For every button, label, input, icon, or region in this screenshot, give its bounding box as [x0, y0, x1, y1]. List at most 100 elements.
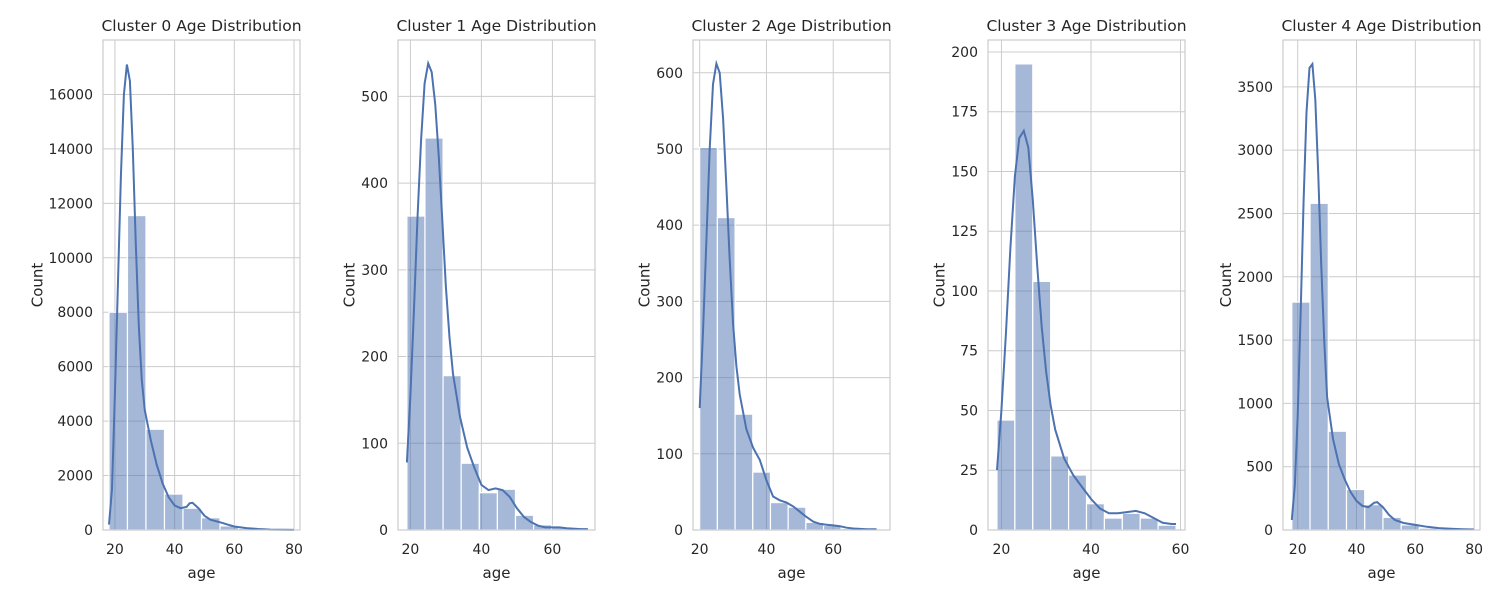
y-tick-label: 400	[361, 176, 388, 192]
kde-line	[1290, 61, 1475, 531]
x-tick-label: 40	[166, 542, 184, 558]
x-tick-label: 20	[1289, 542, 1307, 558]
x-axis-label: age	[188, 564, 216, 582]
y-axis-label: Count	[931, 263, 949, 308]
x-tick-label: 60	[543, 542, 561, 558]
y-tick-label: 0	[969, 523, 978, 539]
histogram-bar	[1121, 512, 1141, 531]
y-tick-label: 1000	[1237, 396, 1273, 412]
y-tick-label: 16000	[48, 87, 93, 103]
chart-title: Cluster 1 Age Distribution	[396, 17, 596, 35]
histogram-bar	[1382, 516, 1402, 531]
histogram-bar	[1085, 503, 1106, 531]
x-tick-label: 40	[758, 542, 776, 558]
chart-title: Cluster 0 Age Distribution	[101, 17, 301, 35]
y-tick-label: 300	[656, 294, 683, 310]
x-tick-label: 60	[824, 542, 842, 558]
y-tick-label: 6000	[57, 360, 93, 376]
y-tick-label: 100	[361, 436, 388, 452]
y-tick-label: 200	[951, 45, 978, 61]
y-tick-label: 100	[656, 447, 683, 463]
y-tick-label: 14000	[48, 142, 93, 158]
x-tick-label: 40	[1082, 542, 1100, 558]
histogram-bar	[752, 471, 772, 531]
x-tick-label: 40	[1348, 542, 1366, 558]
x-axis-label: age	[778, 564, 806, 582]
y-tick-label: 50	[960, 403, 978, 419]
x-tick-label: 80	[285, 542, 303, 558]
y-tick-label: 75	[960, 344, 978, 360]
histogram-bar	[442, 375, 462, 531]
histogram-bar	[1103, 517, 1123, 531]
y-tick-label: 2500	[1237, 206, 1273, 222]
x-tick-label: 40	[473, 542, 491, 558]
histogram-bar	[716, 216, 736, 531]
x-tick-label: 60	[1172, 542, 1190, 558]
x-axis-label: age	[1368, 564, 1396, 582]
y-tick-label: 0	[84, 523, 93, 539]
chart-panel-3: 20 40 60 0 25 50 75 100 125 150 175 200 Cluster 3 Ag…	[931, 17, 1190, 582]
axes-frame	[692, 39, 891, 531]
y-tick-label: 400	[656, 218, 683, 234]
y-tick-label: 1500	[1237, 333, 1273, 349]
x-tick-label: 20	[106, 542, 124, 558]
histogram-bar	[1157, 524, 1177, 531]
x-tick-label: 80	[1465, 542, 1483, 558]
y-axis-label: Count	[636, 263, 654, 308]
y-tick-label: 2000	[1237, 270, 1273, 286]
histogram-bar	[1345, 488, 1366, 531]
chart-title: Cluster 3 Age Distribution	[986, 17, 1186, 35]
x-axis-label: age	[1073, 564, 1101, 582]
axes-frame	[1282, 39, 1481, 531]
y-tick-label: 0	[379, 523, 388, 539]
histogram-bar	[1364, 504, 1384, 531]
chart-title: Cluster 4 Age Distribution	[1281, 17, 1481, 35]
histogram-bar	[478, 492, 498, 531]
y-tick-label: 25	[960, 463, 978, 479]
y-axis-label: Count	[29, 263, 47, 308]
y-tick-label: 300	[361, 263, 388, 279]
y-tick-label: 125	[951, 224, 978, 240]
y-tick-label: 500	[361, 89, 388, 105]
histogram-bar	[1067, 474, 1088, 531]
axes-frame	[397, 39, 596, 531]
axes-frame	[987, 39, 1186, 531]
histogram-bar	[769, 501, 789, 531]
y-tick-label: 175	[951, 105, 978, 121]
y-tick-label: 0	[1264, 523, 1273, 539]
y-axis-label: Count	[1217, 263, 1235, 308]
chart-panel-0: 20 40 60 80 0 2000 4000 6000 8000 10000 12000 14000…	[29, 17, 303, 582]
histogram-bar	[182, 507, 203, 531]
x-tick-label: 20	[993, 542, 1011, 558]
y-tick-label: 12000	[48, 196, 93, 212]
kde-line	[996, 128, 1176, 525]
kde-line	[405, 59, 588, 531]
y-tick-label: 500	[1246, 460, 1273, 476]
x-tick-label: 20	[402, 542, 420, 558]
y-tick-label: 10000	[48, 251, 93, 267]
y-tick-label: 2000	[57, 469, 93, 485]
y-tick-label: 200	[656, 371, 683, 387]
kde-line	[698, 59, 877, 531]
y-tick-label: 200	[361, 350, 388, 366]
histogram-bar	[1327, 430, 1348, 531]
y-tick-label: 3000	[1237, 143, 1273, 159]
y-tick-label: 0	[674, 523, 683, 539]
kde-line	[108, 64, 295, 531]
x-tick-label: 60	[225, 542, 243, 558]
y-tick-label: 3500	[1237, 80, 1273, 96]
y-tick-label: 500	[656, 142, 683, 158]
y-tick-label: 600	[656, 66, 683, 82]
x-tick-label: 60	[1406, 542, 1424, 558]
y-tick-label: 100	[951, 284, 978, 300]
y-axis-label: Count	[341, 263, 359, 308]
x-tick-label: 20	[691, 542, 709, 558]
histogram-bar	[163, 493, 184, 531]
histogram-bar	[1050, 455, 1070, 531]
x-axis-label: age	[483, 564, 511, 582]
chart-panel-4: 20 40 60 80 0 500 1000 1500 2000 2500 3000 3500 Clus…	[1217, 17, 1483, 582]
axes-frame	[102, 39, 301, 531]
